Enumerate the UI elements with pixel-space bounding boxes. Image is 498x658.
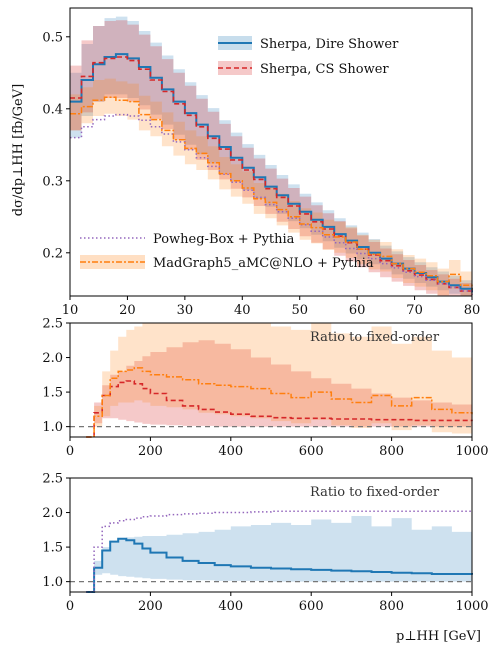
ratio-dire-x-tick-label: 600 [299, 599, 324, 614]
ratio-panel-cs-bands [86, 323, 472, 437]
ratio-cs-band-madgraph5-amc-nlo-pythia [86, 323, 472, 437]
main-y-tick-label: 0.2 [42, 246, 63, 261]
ratio-panel-dire-bands [86, 516, 472, 592]
main-y-tick-label: 0.3 [42, 174, 63, 189]
ratio-cs-x-tick-label: 200 [138, 444, 163, 459]
main-band-sherpa-dire-shower [70, 16, 472, 296]
ratio-cs-x-tick-label: 600 [299, 444, 324, 459]
main-y-ticks: 0.2 0.3 0.4 0.5 [42, 30, 70, 261]
main-panel: 10 20 30 40 50 60 70 80 0.2 0.3 0.4 0.5 dσ/dp⊥HH [… [11, 7, 481, 318]
ratio-cs-y-tick-label: 1.5 [42, 386, 63, 401]
legend-label-powheg: Powheg-Box + Pythia [153, 232, 295, 247]
main-x-tick-label: 10 [62, 303, 79, 318]
ratio-cs-y-tick-label: 2.5 [42, 317, 63, 332]
ratio-dire-y-tick-label: 2.5 [42, 472, 63, 487]
ratio-panel-cs-x-ticks: 0 200 400 600 800 1000 [66, 437, 489, 459]
main-x-tick-label: 70 [406, 303, 423, 318]
ratio-cs-x-tick-label: 800 [379, 444, 404, 459]
main-line-sherpa-cs-shower [70, 56, 473, 295]
main-y-axis-label: dσ/dp⊥HH [fb/GeV] [11, 84, 26, 216]
main-y-tick-label: 0.5 [42, 30, 63, 45]
main-x-tick-label: 40 [234, 303, 251, 318]
legend-top: Sherpa, Dire Shower Sherpa, CS Shower [218, 36, 399, 77]
ratio-dire-line-sherpa-dire-shower [86, 537, 473, 593]
x-axis-label: p⊥HH [GeV] [396, 629, 481, 644]
legend-label-dire: Sherpa, Dire Shower [260, 37, 399, 52]
ratio-dire-line-powheg-box-pythia [86, 510, 472, 593]
ratio-dire-x-tick-label: 1000 [455, 599, 488, 614]
ratio-panel-dire-annotation: Ratio to fixed-order [310, 485, 440, 500]
main-series-lines [70, 53, 473, 295]
main-x-tick-label: 30 [177, 303, 194, 318]
ratio-panel-cs-lines [86, 367, 473, 438]
main-line-madgraph5-amc-nlo-pythia [70, 96, 473, 291]
ratio-cs-line-sherpa-cs-shower [86, 380, 473, 438]
ratio-panel-cs-y-ticks: 1.0 1.5 2.0 2.5 [42, 317, 70, 435]
ratio-panel-dire: 0 200 400 600 800 1000 1.0 1.5 2.0 2.5 Ratio to … [42, 472, 488, 645]
ratio-cs-x-tick-label: 400 [218, 444, 243, 459]
ratio-cs-line-madgraph5-amc-nlo-pythia [86, 367, 473, 438]
ratio-cs-x-tick-label: 0 [66, 444, 74, 459]
ratio-dire-band-sherpa-dire-shower [86, 516, 472, 592]
main-x-tick-label: 50 [291, 303, 308, 318]
ratio-panel-cs-frame [69, 322, 473, 438]
ratio-cs-x-tick-label: 1000 [455, 444, 488, 459]
legend-bottom: Powheg-Box + Pythia MadGraph5_aMC@NLO + … [80, 232, 374, 271]
main-x-tick-label: 20 [119, 303, 136, 318]
ratio-dire-x-tick-label: 800 [379, 599, 404, 614]
legend-label-cs: Sherpa, CS Shower [260, 62, 389, 77]
ratio-dire-x-tick-label: 0 [66, 599, 74, 614]
ratio-cs-y-tick-label: 2.0 [42, 351, 63, 366]
ratio-panel-cs: 0 200 400 600 800 1000 1.0 1.5 2.0 2.5 Ratio to … [42, 317, 488, 460]
main-x-tick-label: 60 [349, 303, 366, 318]
ratio-dire-x-tick-label: 200 [138, 599, 163, 614]
main-line-powheg-box-pythia [70, 113, 473, 295]
main-y-tick-label: 0.4 [42, 102, 63, 117]
main-x-tick-label: 80 [464, 303, 481, 318]
ratio-panel-dire-y-ticks: 1.0 1.5 2.0 2.5 [42, 472, 70, 590]
ratio-panel-dire-x-ticks: 0 200 400 600 800 1000 [66, 592, 489, 614]
legend-label-madgraph: MadGraph5_aMC@NLO + Pythia [153, 256, 374, 271]
ratio-cs-y-tick-label: 1.0 [42, 420, 63, 435]
main-plot-frame [69, 7, 473, 297]
ratio-panel-cs-annotation: Ratio to fixed-order [310, 330, 440, 345]
ratio-dire-x-tick-label: 400 [218, 599, 243, 614]
ratio-cs-band-sherpa-cs-shower [86, 340, 472, 437]
ratio-dire-y-tick-label: 2.0 [42, 506, 63, 521]
ratio-panel-dire-lines [86, 510, 473, 593]
ratio-dire-y-tick-label: 1.0 [42, 575, 63, 590]
main-x-ticks: 10 20 30 40 50 60 70 80 [62, 296, 481, 318]
ratio-panel-dire-frame [69, 477, 473, 593]
ratio-dire-y-tick-label: 1.5 [42, 541, 63, 556]
